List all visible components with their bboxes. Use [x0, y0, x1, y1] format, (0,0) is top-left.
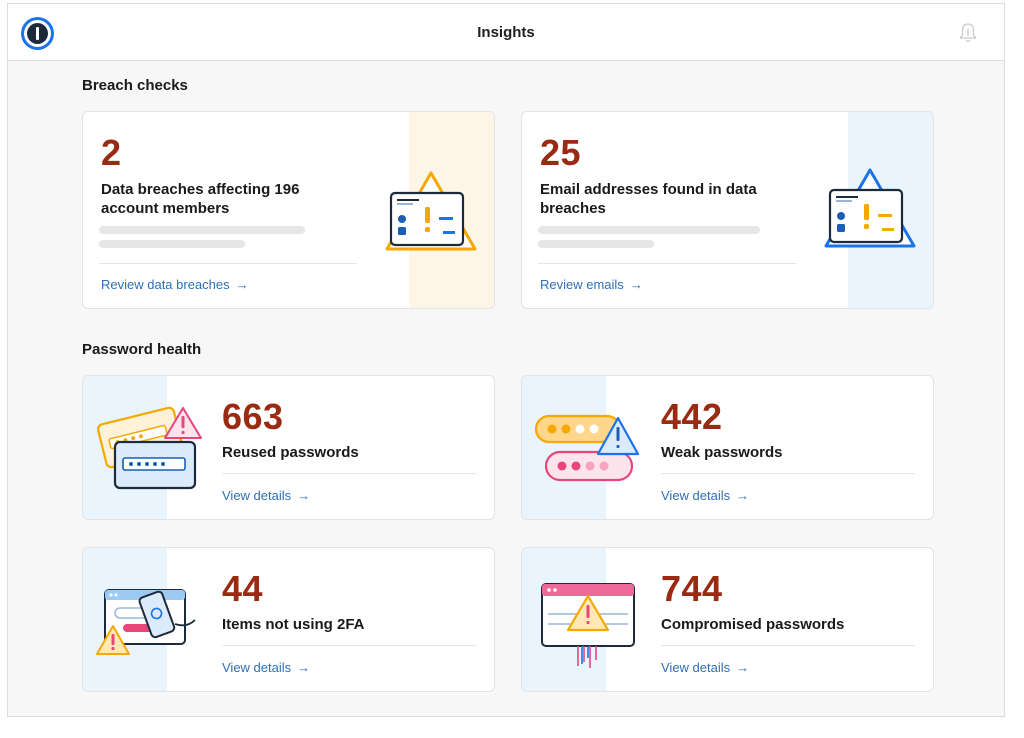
- reused-passwords-illustration: [96, 406, 202, 490]
- weak-passwords-card: 442 Weak passwords View details →: [521, 375, 934, 520]
- email-addresses-card: 25 Email addresses found in data breache…: [521, 111, 934, 309]
- breach-warning-illustration: [385, 171, 477, 251]
- card-accent-stripe: [522, 376, 606, 519]
- two-factor-illustration: [96, 589, 196, 655]
- email-description-line1: Email addresses found in data: [540, 181, 757, 198]
- arrow-right-icon: →: [736, 488, 750, 503]
- 1password-logo-icon[interactable]: [21, 17, 54, 50]
- link-label: View details: [222, 488, 292, 503]
- reused-passwords-card: 663 Reused passwords View details →: [82, 375, 495, 520]
- data-breaches-card: 2 Data breaches affecting 196 account me…: [82, 111, 495, 309]
- arrow-right-icon: →: [629, 277, 643, 292]
- email-count: 25: [540, 132, 582, 173]
- breach-description-line1: Data breaches affecting 196: [101, 181, 300, 198]
- placeholder-bar: [538, 226, 760, 234]
- breach-description-line2: account members: [101, 200, 230, 217]
- review-data-breaches-link[interactable]: Review data breaches →: [101, 277, 249, 292]
- divider: [661, 473, 915, 474]
- weak-passwords-illustration: [534, 414, 640, 482]
- page-title: Insights: [477, 24, 535, 41]
- arrow-right-icon: →: [297, 660, 311, 675]
- link-label: Review data breaches: [101, 277, 230, 292]
- top-bar: Insights: [8, 4, 1004, 61]
- breach-description: Data breaches affecting 196 account memb…: [101, 180, 341, 218]
- email-description-line2: breaches: [540, 200, 606, 217]
- divider: [222, 473, 476, 474]
- arrow-right-icon: →: [297, 488, 311, 503]
- breach-count: 2: [101, 132, 122, 173]
- arrow-right-icon: →: [235, 277, 249, 292]
- weak-view-details-link[interactable]: View details →: [661, 488, 749, 503]
- link-label: Review emails: [540, 277, 624, 292]
- reused-count: 663: [222, 396, 284, 437]
- breach-checks-heading: Breach checks: [82, 77, 188, 94]
- weak-count: 442: [661, 396, 723, 437]
- reused-label: Reused passwords: [222, 444, 359, 461]
- compromised-view-details-link[interactable]: View details →: [661, 660, 749, 675]
- divider: [99, 263, 357, 264]
- bell-icon[interactable]: [956, 21, 980, 45]
- link-label: View details: [661, 488, 731, 503]
- items-not-using-2fa-card: 44 Items not using 2FA View details →: [82, 547, 495, 692]
- divider: [661, 645, 915, 646]
- placeholder-bar: [538, 240, 654, 248]
- review-emails-link[interactable]: Review emails →: [540, 277, 643, 292]
- reused-view-details-link[interactable]: View details →: [222, 488, 310, 503]
- placeholder-bar: [99, 226, 305, 234]
- divider: [222, 645, 476, 646]
- email-description: Email addresses found in data breaches: [540, 180, 780, 218]
- 2fa-view-details-link[interactable]: View details →: [222, 660, 310, 675]
- divider: [538, 263, 796, 264]
- 2fa-label: Items not using 2FA: [222, 616, 365, 633]
- password-health-heading: Password health: [82, 341, 202, 358]
- 2fa-count: 44: [222, 568, 264, 609]
- compromised-passwords-illustration: [541, 583, 635, 668]
- app-window: Insights Breach checks 2 Data breaches a…: [7, 3, 1005, 717]
- compromised-label: Compromised passwords: [661, 616, 845, 633]
- compromised-passwords-card: 744 Compromised passwords View details →: [521, 547, 934, 692]
- weak-label: Weak passwords: [661, 444, 783, 461]
- link-label: View details: [661, 660, 731, 675]
- placeholder-bar: [99, 240, 245, 248]
- compromised-count: 744: [661, 568, 723, 609]
- email-warning-illustration: [824, 168, 916, 248]
- link-label: View details: [222, 660, 292, 675]
- arrow-right-icon: →: [736, 660, 750, 675]
